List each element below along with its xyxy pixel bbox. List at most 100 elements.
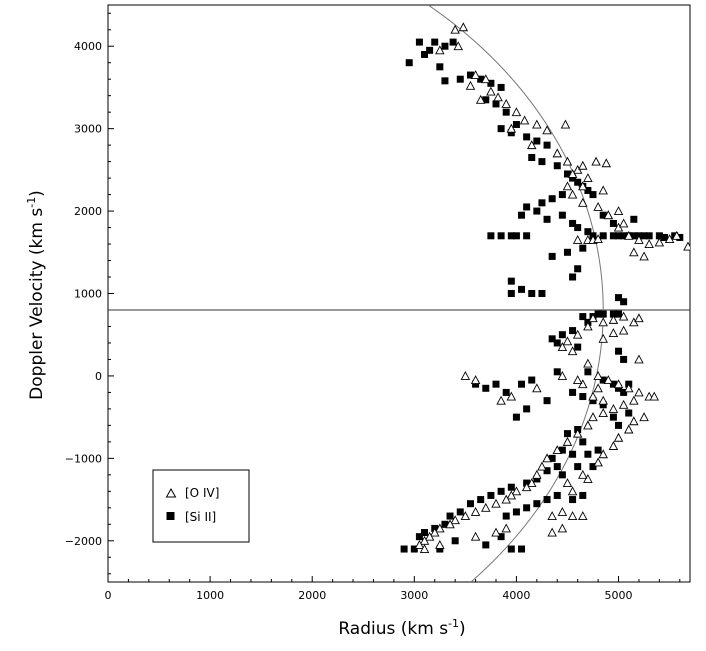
si-ii-point xyxy=(630,215,638,223)
o-iv-point xyxy=(465,80,476,90)
o-iv-point xyxy=(567,346,578,356)
si-ii-point xyxy=(579,438,587,446)
si-ii-point xyxy=(548,195,556,203)
si-ii-point xyxy=(584,186,592,194)
si-ii-point xyxy=(553,491,561,499)
o-iv-point xyxy=(511,486,522,496)
o-iv-point xyxy=(634,387,644,397)
si-ii-point xyxy=(615,347,623,355)
si-ii-point xyxy=(553,162,561,170)
o-iv-point xyxy=(506,490,517,500)
si-ii-point xyxy=(594,446,602,454)
si-ii-point xyxy=(620,298,628,306)
o-iv-point xyxy=(557,523,568,533)
o-iv-point xyxy=(458,22,469,32)
o-iv-point xyxy=(583,173,593,183)
o-iv-point xyxy=(567,189,578,199)
o-iv-point xyxy=(486,86,496,96)
o-iv-point xyxy=(567,511,578,521)
si-ii-point xyxy=(472,380,480,388)
legend-marker-triangle xyxy=(165,487,177,498)
si-ii-point xyxy=(431,38,439,46)
si-ii-point xyxy=(563,248,571,256)
o-iv-point xyxy=(603,375,614,384)
si-ii-point xyxy=(436,545,444,553)
x-tick-label: 0 xyxy=(105,589,112,602)
o-iv-point xyxy=(470,375,481,384)
o-iv-point xyxy=(470,506,481,516)
o-iv-point xyxy=(598,395,608,405)
o-iv-point xyxy=(664,234,675,244)
o-iv-point xyxy=(560,119,571,129)
o-iv-point xyxy=(603,210,614,220)
o-iv-point xyxy=(460,511,471,521)
si-ii-point xyxy=(507,232,515,240)
si-ii-point xyxy=(436,63,444,71)
o-iv-point xyxy=(613,206,624,216)
legend-label-siii: [Si II] xyxy=(185,510,216,524)
o-iv-point xyxy=(623,383,634,393)
si-ii-point xyxy=(574,265,582,273)
o-iv-point xyxy=(598,408,608,417)
si-ii-point xyxy=(523,133,531,141)
si-ii-point xyxy=(507,129,515,137)
si-ii-point xyxy=(609,219,617,227)
si-ii-point xyxy=(466,500,474,508)
o-iv-point xyxy=(613,432,624,442)
o-iv-point xyxy=(608,403,619,413)
o-iv-point xyxy=(578,511,588,521)
si-ii-point xyxy=(415,38,423,46)
si-ii-point xyxy=(599,211,607,219)
o-iv-point xyxy=(578,181,588,191)
si-ii-point xyxy=(563,170,571,178)
o-iv-point xyxy=(557,506,568,516)
o-iv-point xyxy=(593,234,603,244)
o-iv-point xyxy=(629,416,639,426)
o-iv-point xyxy=(481,74,491,84)
o-iv-point xyxy=(450,24,460,34)
o-iv-point xyxy=(588,391,598,401)
o-iv-point xyxy=(547,511,557,521)
si-ii-point xyxy=(533,207,541,215)
si-ii-point xyxy=(421,529,429,537)
o-iv-point xyxy=(501,494,511,504)
o-iv-point xyxy=(608,441,619,450)
si-ii-point xyxy=(518,380,526,388)
si-ii-point xyxy=(533,500,541,508)
si-ii-point xyxy=(548,454,556,462)
si-ii-point xyxy=(579,393,587,401)
si-ii-point xyxy=(533,137,541,145)
si-ii-point xyxy=(615,421,623,429)
si-ii-point xyxy=(456,75,464,83)
si-ii-point xyxy=(569,450,577,458)
si-ii-point xyxy=(584,450,592,458)
y-tick-label: 4000 xyxy=(74,40,102,53)
x-axis-title: Radius (km s-1) xyxy=(338,617,465,639)
o-iv-point xyxy=(491,527,501,537)
o-iv-point xyxy=(591,156,601,166)
si-ii-point xyxy=(640,232,648,240)
si-ii-point xyxy=(487,79,495,87)
o-iv-point xyxy=(435,523,445,533)
legend-marker-square xyxy=(166,512,175,520)
si-ii-point xyxy=(518,285,526,293)
o-iv-point xyxy=(618,399,629,409)
o-iv-point xyxy=(537,461,547,471)
si-ii-point xyxy=(558,191,566,199)
o-iv-point xyxy=(572,329,583,339)
si-ii-point xyxy=(558,471,566,479)
x-tick-label: 5000 xyxy=(605,589,633,602)
o-iv-point xyxy=(683,241,690,251)
si-ii-point xyxy=(528,290,536,297)
si-ii-point xyxy=(553,463,561,471)
si-ii-point xyxy=(563,430,571,438)
o-iv-point xyxy=(593,370,603,380)
si-ii-point xyxy=(502,512,510,520)
si-ii-point xyxy=(579,244,587,252)
o-iv-point xyxy=(618,325,629,335)
si-ii-point xyxy=(512,121,520,129)
si-ii-point xyxy=(574,463,582,471)
si-ii-point xyxy=(625,409,633,417)
si-ii-point xyxy=(507,545,515,553)
